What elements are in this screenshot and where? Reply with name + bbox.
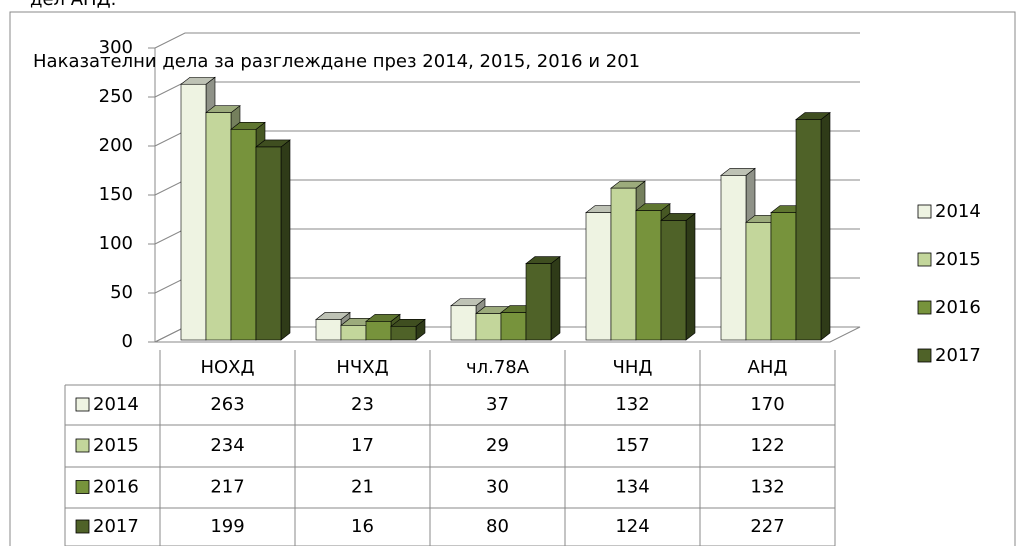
- table-cell: 157: [615, 435, 649, 456]
- bar: [745, 222, 772, 341]
- bar: [450, 305, 477, 341]
- table-legend-label: 2017: [93, 516, 139, 537]
- bar: [340, 325, 367, 341]
- table-cell: 234: [210, 435, 244, 456]
- table-cell: 263: [210, 394, 244, 415]
- table-legend-key: [75, 519, 90, 534]
- bar: [720, 175, 747, 341]
- table-legend-key: [75, 397, 90, 412]
- table-legend-key: [75, 438, 90, 453]
- bar: [390, 326, 417, 341]
- bar: [525, 263, 552, 341]
- bar: [230, 129, 257, 341]
- table-cell: 170: [750, 394, 784, 415]
- table-legend-label: 2016: [93, 477, 139, 498]
- table-legend-label: 2015: [93, 435, 139, 456]
- bar: [635, 210, 662, 341]
- legend-label: 2015: [935, 249, 981, 270]
- legend-key: [917, 252, 932, 267]
- bar: [255, 146, 282, 341]
- table-cell: 227: [750, 516, 784, 537]
- table-cell: 132: [615, 394, 649, 415]
- table-cell: 122: [750, 435, 784, 456]
- y-tick-label: 100: [99, 233, 133, 254]
- x-tick-label: НЧХД: [336, 357, 388, 378]
- legend-key: [917, 204, 932, 219]
- bar-side: [820, 111, 831, 341]
- table-cell: 134: [615, 477, 649, 498]
- y-tick-label: 300: [99, 37, 133, 58]
- table-cell: 199: [210, 516, 244, 537]
- bar: [795, 119, 822, 341]
- table-cell: 16: [351, 516, 374, 537]
- bar-side: [280, 139, 291, 341]
- legend-key: [917, 300, 932, 315]
- bar-side: [550, 255, 561, 341]
- bar: [180, 83, 207, 341]
- bar: [770, 212, 797, 341]
- table-cell: 132: [750, 477, 784, 498]
- bar: [475, 313, 502, 341]
- bar: [205, 112, 232, 341]
- caption-fragment: дел АНД.: [30, 0, 116, 10]
- table-cell: 37: [486, 394, 509, 415]
- table-cell: 30: [486, 477, 509, 498]
- table-cell: 21: [351, 477, 374, 498]
- table-cell: 17: [351, 435, 374, 456]
- y-tick-label: 250: [99, 86, 133, 107]
- bar-side: [685, 212, 696, 341]
- bar: [660, 220, 687, 341]
- bar: [365, 321, 392, 341]
- legend-label: 2016: [935, 297, 981, 318]
- table-cell: 80: [486, 516, 509, 537]
- x-tick-label: ЧНД: [613, 357, 653, 378]
- x-tick-label: чл.78А: [466, 357, 530, 378]
- grid-line: [154, 81, 860, 98]
- bar: [500, 312, 527, 341]
- legend-label: 2014: [935, 201, 981, 222]
- y-tick-label: 200: [99, 135, 133, 156]
- table-legend-key: [75, 480, 90, 494]
- table-cell: 23: [351, 394, 374, 415]
- chart-title: Наказателни дела за разглеждане през 201…: [33, 51, 640, 72]
- x-tick-label: НОХД: [200, 357, 254, 378]
- table-cell: 124: [615, 516, 649, 537]
- y-tick-label: 0: [122, 331, 133, 352]
- bar: [315, 319, 342, 341]
- y-tick-label: 150: [99, 184, 133, 205]
- x-tick-label: АНД: [748, 357, 788, 378]
- bar: [610, 187, 637, 341]
- table-legend-label: 2014: [93, 394, 139, 415]
- legend-key: [917, 348, 932, 363]
- legend-label: 2017: [935, 345, 981, 366]
- grid-line: [154, 32, 860, 49]
- table-cell: 29: [486, 435, 509, 456]
- bar: [585, 212, 612, 341]
- table-cell: 217: [210, 477, 244, 498]
- chart-frame: [9, 11, 1016, 546]
- y-tick-label: 50: [110, 282, 133, 303]
